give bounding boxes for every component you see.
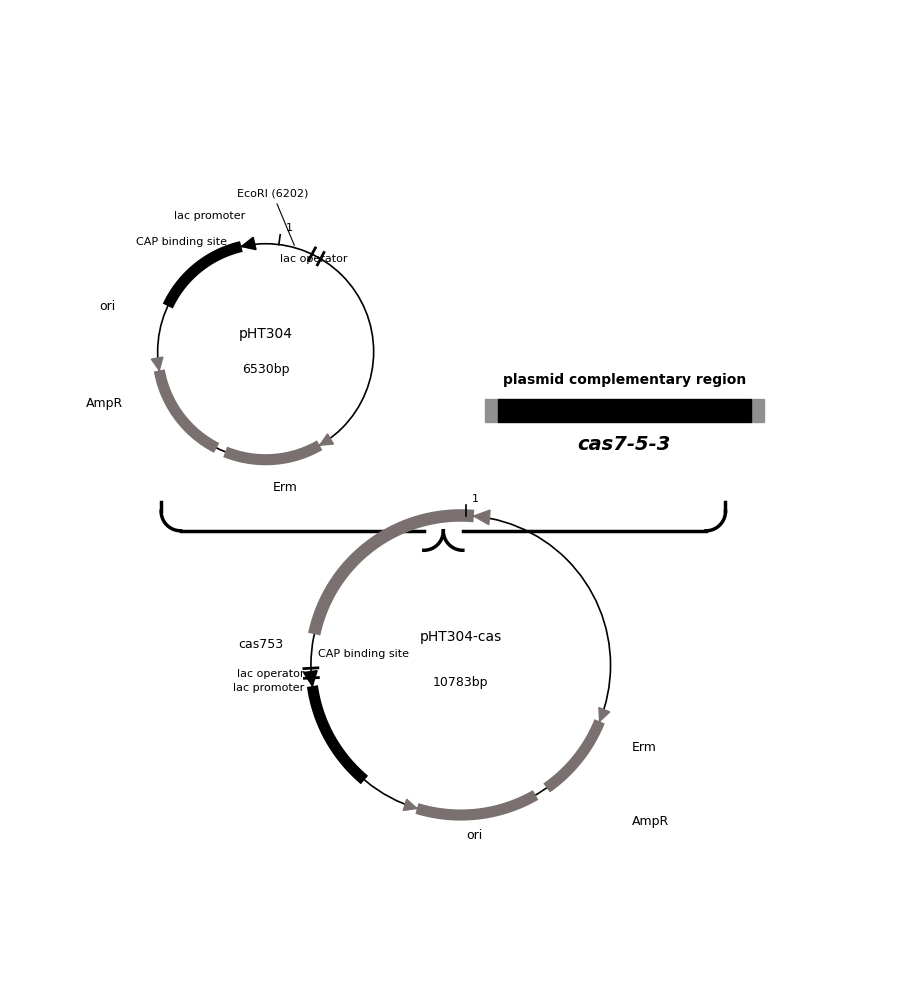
Text: lac operator: lac operator <box>280 254 347 264</box>
Text: Erm: Erm <box>631 741 656 754</box>
Text: Erm: Erm <box>272 481 298 494</box>
Text: 1: 1 <box>286 223 293 233</box>
Text: 6530bp: 6530bp <box>242 363 289 376</box>
Text: plasmid complementary region: plasmid complementary region <box>503 373 746 387</box>
Text: lac operator: lac operator <box>236 669 304 679</box>
Bar <box>498 399 752 422</box>
Text: CAP binding site: CAP binding site <box>318 649 409 659</box>
Text: pHT304-cas: pHT304-cas <box>420 630 502 644</box>
Text: AmpR: AmpR <box>85 397 123 410</box>
Polygon shape <box>474 510 490 525</box>
Text: ori: ori <box>100 300 116 313</box>
Polygon shape <box>404 799 417 810</box>
Text: 10783bp: 10783bp <box>433 676 488 689</box>
Text: EcoRI (6202): EcoRI (6202) <box>237 188 308 245</box>
Polygon shape <box>320 434 334 445</box>
Text: pHT304: pHT304 <box>238 327 293 341</box>
Text: AmpR: AmpR <box>631 815 669 828</box>
Bar <box>485 399 498 422</box>
Text: lac promoter: lac promoter <box>174 211 245 221</box>
Polygon shape <box>241 237 256 250</box>
Text: ori: ori <box>467 829 483 842</box>
Text: cas753: cas753 <box>238 638 283 651</box>
Polygon shape <box>151 357 163 370</box>
Polygon shape <box>304 671 317 686</box>
Polygon shape <box>599 708 610 721</box>
Text: CAP binding site: CAP binding site <box>137 237 227 247</box>
Text: lac promoter: lac promoter <box>233 683 304 693</box>
Bar <box>752 399 764 422</box>
Text: cas7-5-3: cas7-5-3 <box>578 435 672 454</box>
Text: 1: 1 <box>472 494 478 504</box>
